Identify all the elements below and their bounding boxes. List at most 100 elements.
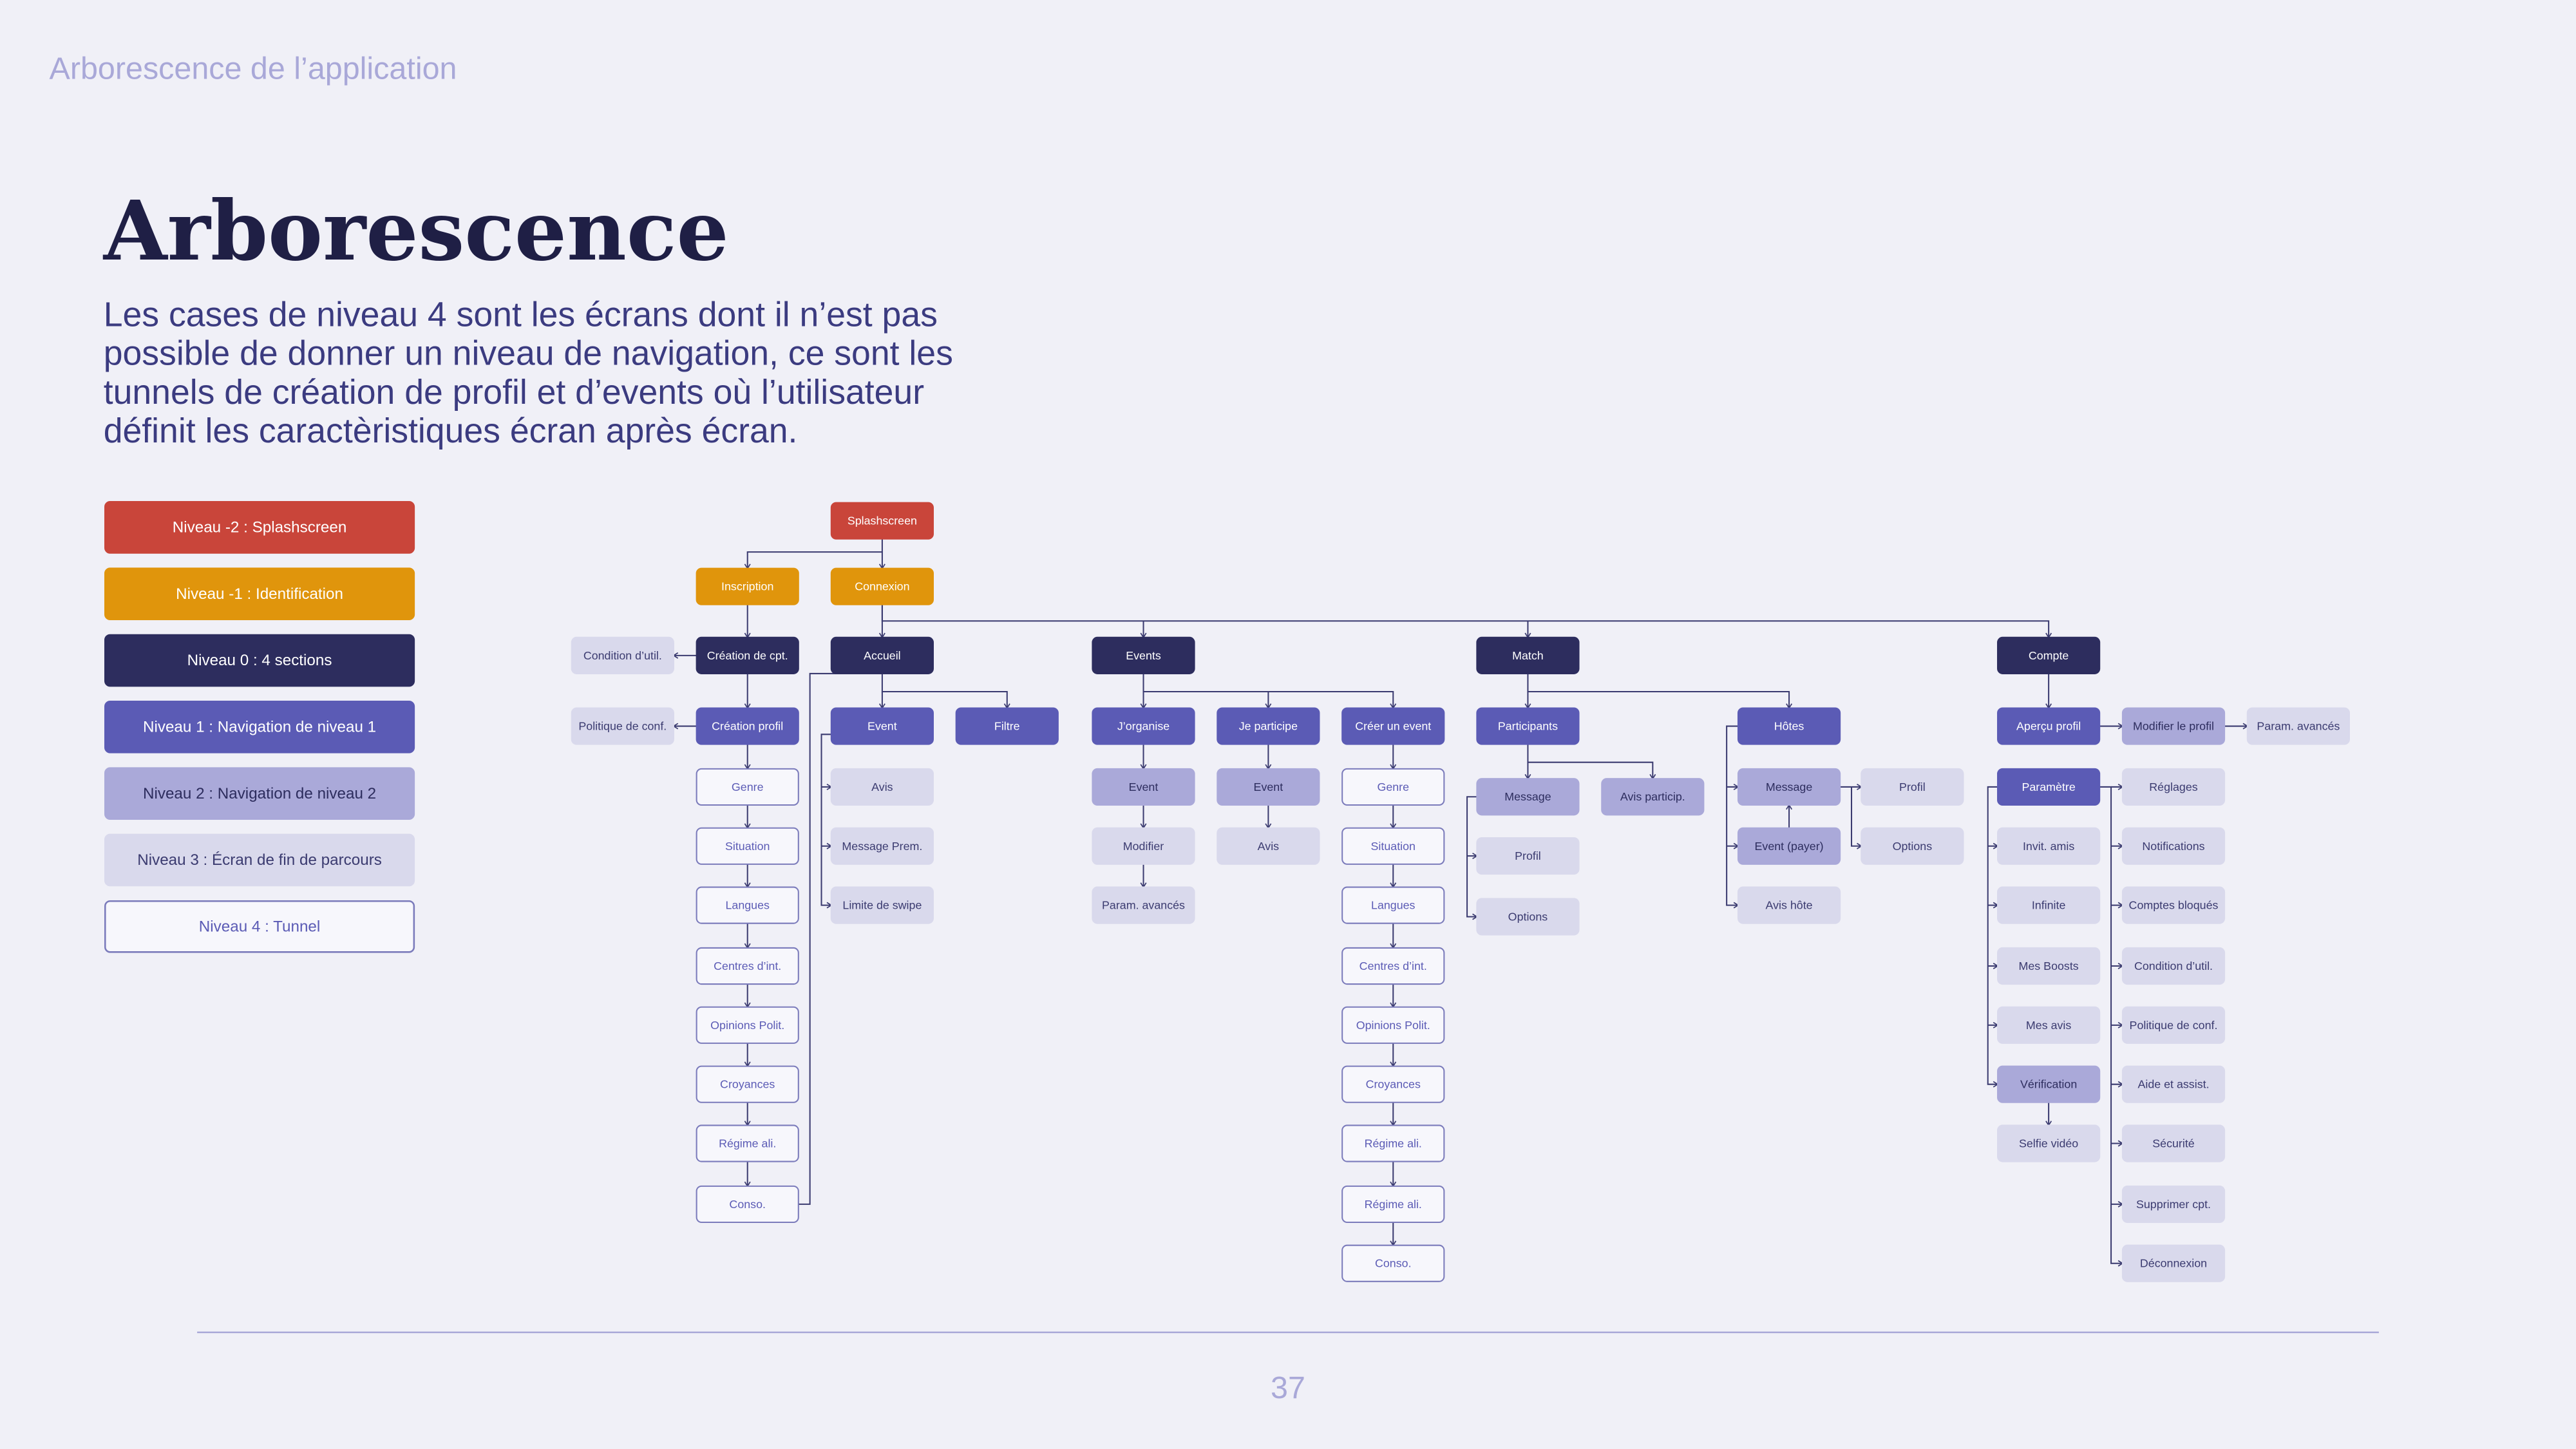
legend-box bbox=[104, 567, 415, 621]
node-box bbox=[2121, 947, 2226, 985]
nodes: Splashscreen Inscription Connexion Création… bbox=[571, 502, 2350, 1282]
node-label: Centres d’int. bbox=[714, 960, 781, 972]
node-box bbox=[830, 567, 934, 605]
node-box bbox=[696, 768, 799, 806]
node-box bbox=[1737, 827, 1841, 865]
node-label: Connexion bbox=[855, 580, 909, 593]
node-label: Match bbox=[1512, 649, 1544, 662]
node-label: Création de cpt. bbox=[707, 649, 788, 662]
node-label: Hôtes bbox=[1774, 720, 1804, 733]
node-box bbox=[1997, 1006, 2101, 1044]
node-box bbox=[830, 768, 934, 806]
legend-box bbox=[104, 767, 415, 820]
node-label: Avis hôte bbox=[1766, 899, 1813, 912]
node-box bbox=[1997, 886, 2101, 924]
node-label: Centres d’int. bbox=[1359, 960, 1427, 972]
node-box bbox=[1737, 768, 1841, 806]
node-box bbox=[1476, 707, 1580, 745]
node-label: Croyances bbox=[720, 1078, 775, 1091]
node-box bbox=[696, 707, 799, 745]
node-box bbox=[1092, 768, 1195, 806]
node-box bbox=[1997, 707, 2101, 745]
node-label: Options bbox=[1508, 910, 1548, 923]
node-box bbox=[1341, 1124, 1445, 1162]
legend-box bbox=[104, 833, 415, 887]
node-label: Selfie vidéo bbox=[2019, 1137, 2078, 1150]
node-box bbox=[1092, 886, 1195, 924]
node-label: Politique de conf. bbox=[2130, 1019, 2218, 1032]
node-box bbox=[696, 567, 799, 605]
description-line: possible de donner un niveau de navigati… bbox=[104, 335, 953, 373]
node-label: Sécurité bbox=[2152, 1137, 2195, 1150]
node-box bbox=[696, 947, 799, 985]
node-box bbox=[1861, 827, 1964, 865]
connector bbox=[1527, 744, 1656, 780]
connector bbox=[1726, 725, 1739, 909]
node-label: Langues bbox=[1371, 899, 1416, 912]
legend-label: Niveau 3 : Écran de fin de parcours bbox=[137, 851, 382, 869]
node-box bbox=[2121, 1124, 2226, 1162]
connectors bbox=[672, 538, 2249, 1267]
node-box bbox=[830, 886, 934, 924]
node-box bbox=[1997, 768, 2101, 806]
node-label: Invit. amis bbox=[2023, 840, 2074, 853]
node-label: Régime ali. bbox=[719, 1137, 776, 1150]
title: Arborescence bbox=[103, 183, 729, 279]
node-label: Infinite bbox=[2032, 899, 2066, 912]
node-box bbox=[1092, 827, 1195, 865]
node-label: Profil bbox=[1899, 781, 1926, 793]
node-box bbox=[2121, 1065, 2226, 1103]
connector bbox=[1850, 786, 1862, 849]
node-box bbox=[830, 636, 934, 674]
node-box bbox=[1476, 778, 1580, 816]
node-label: Vérification bbox=[2020, 1078, 2077, 1091]
node-label: Politique de conf. bbox=[578, 720, 667, 733]
node-label: Avis bbox=[871, 781, 893, 793]
legend-label: Niveau -1 : Identification bbox=[176, 585, 343, 603]
node-label: Avis particip. bbox=[1620, 790, 1685, 803]
node-box bbox=[1341, 886, 1445, 924]
node-label: Mes Boosts bbox=[2019, 960, 2079, 972]
node-box bbox=[1092, 707, 1195, 745]
legend-box bbox=[104, 634, 415, 687]
node-label: Notifications bbox=[2142, 840, 2204, 853]
node-label: Régime ali. bbox=[1365, 1198, 1422, 1211]
node-box bbox=[2121, 1185, 2226, 1223]
node-label: Param. avancés bbox=[2257, 720, 2340, 733]
node-label: Modifier le profil bbox=[2133, 720, 2214, 733]
node-label: Event bbox=[1254, 781, 1283, 793]
connector bbox=[744, 538, 883, 570]
node-label: Options bbox=[1893, 840, 1933, 853]
node-box bbox=[1737, 886, 1841, 924]
node-box bbox=[1341, 768, 1445, 806]
node-label: Condition d’util. bbox=[583, 649, 662, 662]
node-box bbox=[1476, 636, 1580, 674]
node-label: Filtre bbox=[994, 720, 1020, 733]
node-label: Message bbox=[1766, 781, 1812, 793]
node-box bbox=[696, 1185, 799, 1223]
legend-label: Niveau 1 : Navigation de niveau 1 bbox=[143, 719, 376, 736]
node-box bbox=[1997, 1124, 2101, 1162]
node-label: Message bbox=[1504, 790, 1551, 803]
node-box bbox=[1341, 1006, 1445, 1044]
connector bbox=[881, 673, 1010, 710]
legend-box bbox=[104, 701, 415, 753]
node-label: Conso. bbox=[1375, 1257, 1412, 1270]
legend-label: Niveau 4 : Tunnel bbox=[199, 918, 320, 935]
node-box bbox=[696, 886, 799, 924]
node-label: Comptes bloqués bbox=[2129, 899, 2219, 912]
node-box bbox=[1341, 1185, 1445, 1223]
section-title: Arborescence de l’application bbox=[50, 51, 457, 86]
node-box bbox=[2121, 886, 2226, 924]
connector bbox=[1987, 786, 1999, 1088]
node-box bbox=[1341, 1065, 1445, 1103]
node-box bbox=[1341, 707, 1445, 745]
node-label: Réglages bbox=[2149, 781, 2197, 793]
node-box bbox=[696, 636, 799, 674]
node-label: Compte bbox=[2029, 649, 2069, 662]
node-box bbox=[1341, 827, 1445, 865]
node-box bbox=[2246, 707, 2350, 745]
node-box bbox=[830, 827, 934, 865]
node-box bbox=[1861, 768, 1964, 806]
